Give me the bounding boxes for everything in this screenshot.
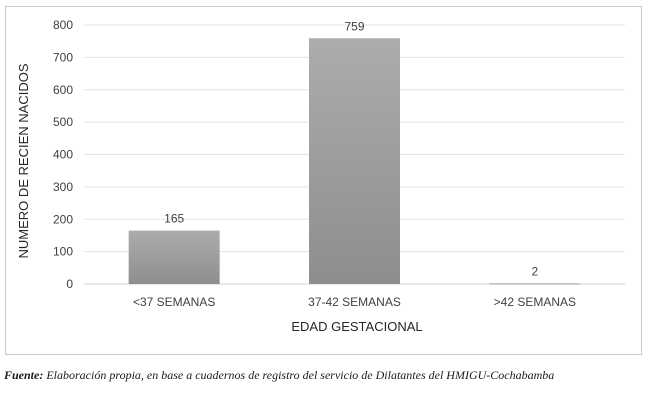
y-tick-label: 600: [53, 83, 73, 97]
x-tick-label: <37 SEMANAS: [133, 295, 215, 309]
bars: 165 759 2: [128, 19, 581, 285]
source-text: Elaboración propia, en base a cuadernos …: [43, 368, 555, 382]
source-label: Fuente:: [4, 368, 44, 382]
x-tick-labels: <37 SEMANAS 37-42 SEMANAS >42 SEMANAS: [133, 295, 576, 309]
y-tick-label: 400: [53, 148, 73, 162]
data-label: 2: [531, 264, 538, 278]
y-axis-title: NUMERO DE RECIEN NACIDOS: [16, 63, 31, 258]
bar: [309, 38, 400, 285]
x-tick-label: 37-42 SEMANAS: [308, 295, 401, 309]
y-tick-label: 200: [53, 212, 73, 226]
bar: [128, 230, 220, 284]
data-label: 165: [164, 212, 184, 226]
source-note: Fuente: Elaboración propia, en base a cu…: [4, 368, 646, 383]
y-tick-label: 500: [53, 115, 73, 129]
data-label: 759: [344, 19, 364, 33]
y-tick-label: 800: [53, 18, 73, 32]
y-tick-label: 700: [53, 50, 73, 64]
x-axis-title: EDAD GESTACIONAL: [291, 319, 422, 334]
y-tick-label: 300: [53, 180, 73, 194]
y-tick-label: 100: [53, 245, 73, 259]
bar-chart: 0 100 200 300 400 500 600 700 800 165 759 2 <37 SE…: [16, 18, 625, 334]
y-tick-labels: 0 100 200 300 400 500 600 700 800: [53, 18, 73, 291]
y-tick-label: 0: [66, 277, 73, 291]
x-tick-label: >42 SEMANAS: [494, 295, 576, 309]
bar: [489, 283, 581, 285]
